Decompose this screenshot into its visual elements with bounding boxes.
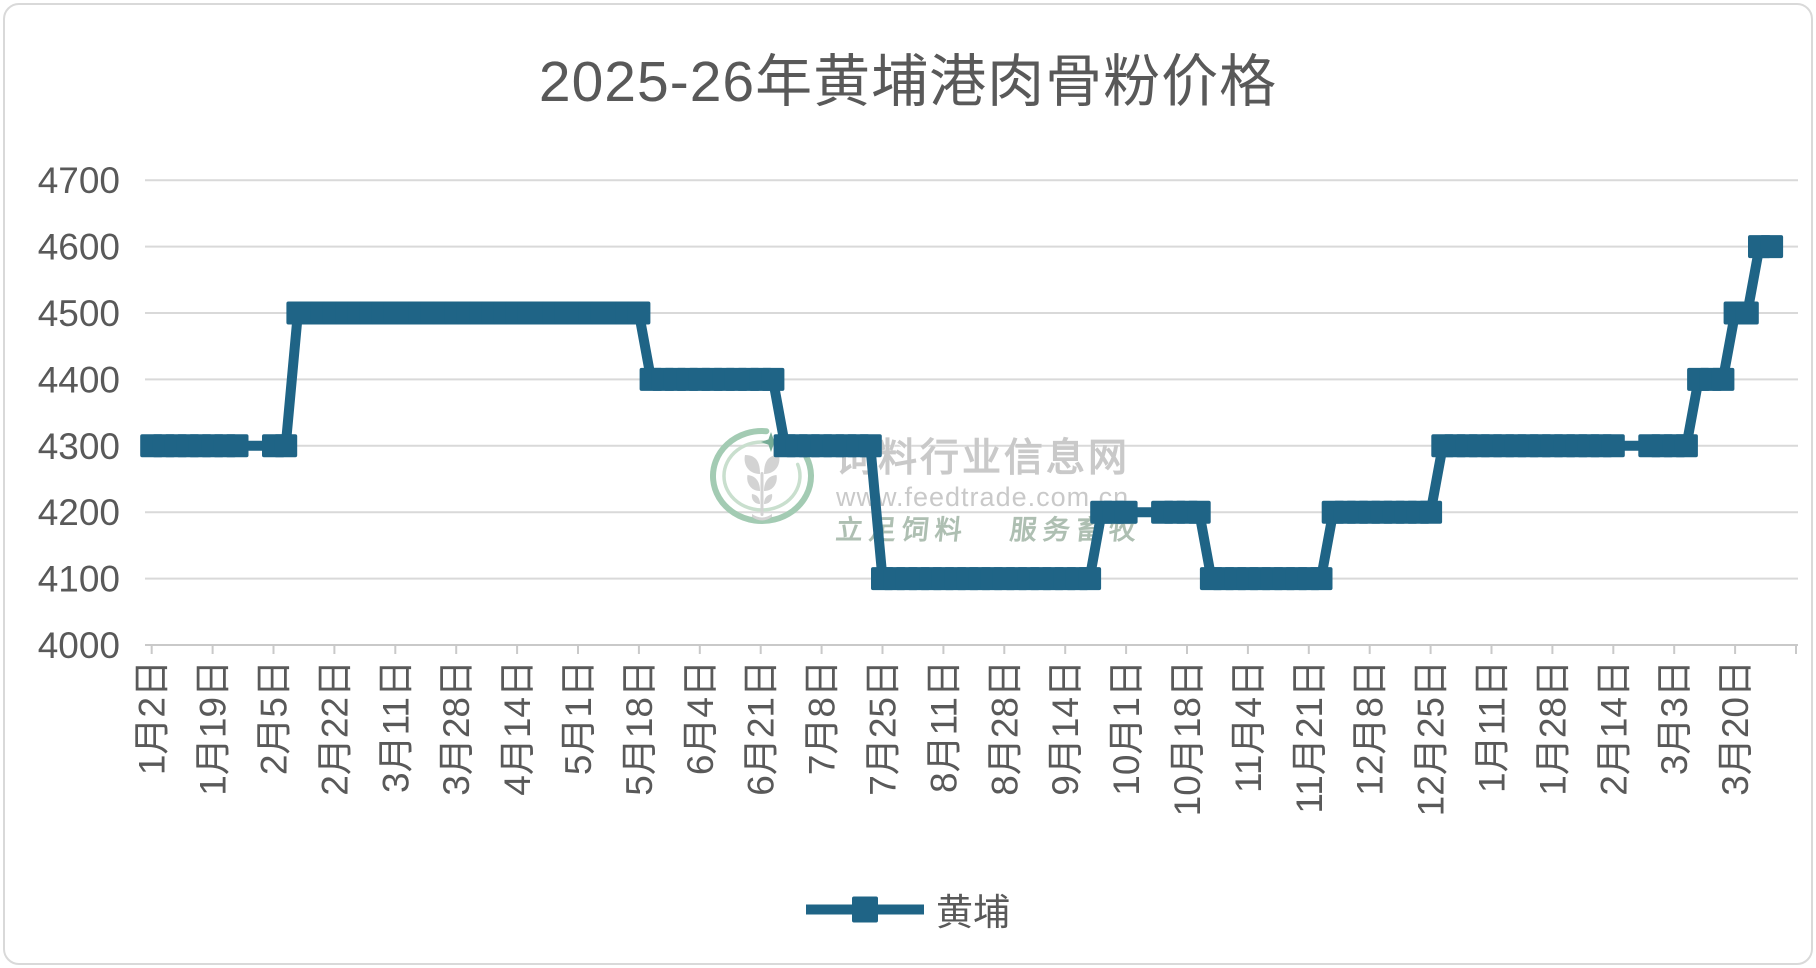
legend-series-marker-icon [806, 896, 924, 922]
x-axis-label: 6月4日 [680, 660, 721, 775]
x-axis-label: 3月20日 [1715, 660, 1756, 796]
sparkle-icon [761, 432, 781, 452]
chart-widget-border [3, 3, 1813, 965]
x-axis-label: 6月21日 [741, 660, 782, 796]
x-axis-label: 11月4日 [1228, 660, 1269, 793]
x-axis-label: 10月1日 [1106, 660, 1147, 796]
data-point-marker [1711, 367, 1735, 391]
x-axis-label: 4月14日 [497, 660, 538, 796]
data-point-marker [1078, 567, 1102, 591]
y-axis-label: 4500 [38, 293, 120, 334]
x-axis-label: 10月18日 [1167, 660, 1208, 816]
x-axis-label: 5月18日 [619, 660, 660, 796]
data-point-marker [1114, 500, 1138, 524]
x-axis-label: 1月2日 [132, 660, 173, 775]
watermark-site-name: 饲料行业信息网 [836, 437, 1131, 480]
data-point-marker [1309, 567, 1333, 591]
y-axis-label: 4400 [38, 359, 120, 400]
x-axis-label: 5月1日 [558, 660, 599, 775]
series-line [151, 241, 1772, 584]
x-axis-label: 3月11日 [375, 660, 416, 793]
y-axis-label: 4200 [38, 492, 120, 533]
x-axis-label: 3月28日 [436, 660, 477, 796]
x-axis-label: 2月14日 [1593, 660, 1634, 796]
data-point-marker [1419, 500, 1443, 524]
wheat-ellipse-logo-icon [710, 428, 814, 525]
data-point-marker [627, 301, 651, 325]
logo-inner-ring [722, 440, 802, 512]
x-axis-label: 9月14日 [1045, 660, 1086, 796]
x-axis-label: 2月22日 [314, 660, 355, 796]
x-axis-label: 8月28日 [984, 660, 1025, 796]
logo-outer-ring [710, 428, 814, 525]
data-point-marker [1735, 301, 1759, 325]
x-axis-label: 12月25日 [1411, 660, 1452, 816]
x-axis-label: 2月5日 [254, 660, 295, 775]
x-axis-label: 12月8日 [1350, 660, 1391, 796]
x-axis-label: 1月28日 [1532, 660, 1573, 796]
data-point-marker [761, 367, 785, 391]
x-axis-label: 1月11日 [1472, 660, 1513, 793]
data-point-marker [1601, 434, 1625, 458]
x-axis-label: 3月3日 [1654, 660, 1695, 775]
data-point-marker [1674, 434, 1698, 458]
y-axis-label: 4300 [38, 426, 120, 467]
x-axis-label: 7月25日 [863, 660, 904, 796]
y-axis-label: 4000 [38, 625, 120, 666]
legend: 黄埔 [0, 882, 1816, 936]
watermark: 饲料行业信息网 www.feedtrade.com.cn 立足饲料 服务畜牧 [710, 428, 1144, 546]
chart-title: 2025-26年黄埔港肉骨粉价格 [538, 50, 1278, 114]
x-axis-label: 8月11日 [923, 660, 964, 793]
y-axis-label: 4600 [38, 227, 120, 268]
y-axis-label: 4100 [38, 559, 120, 600]
y-axis-label: 4700 [38, 160, 120, 201]
watermark-url: www.feedtrade.com.cn [836, 482, 1130, 512]
x-axis-label: 7月8日 [802, 660, 843, 775]
data-point-marker [1187, 500, 1211, 524]
data-point-marker [225, 434, 249, 458]
data-point-marker [1760, 235, 1784, 259]
data-point-marker [858, 434, 882, 458]
wheat-icon [744, 455, 780, 521]
data-point-marker [274, 434, 298, 458]
legend-label: 黄埔 [936, 892, 1010, 933]
x-axis-label: 1月19日 [193, 660, 234, 796]
x-axis-label: 11月21日 [1289, 660, 1330, 814]
